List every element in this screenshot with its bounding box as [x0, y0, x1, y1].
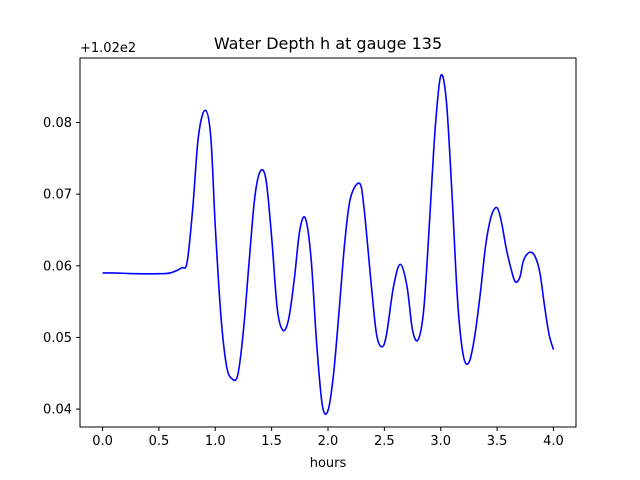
series-line-0 [102, 74, 555, 415]
y-tick-label: 0.07 [43, 188, 72, 203]
plot-area: 0.0 0.5 1.0 1.5 2.0 2.5 3.0 3.5 4.0 0.04 0.05 0.06 0… [43, 57, 577, 449]
x-tick-label: 1.0 [205, 434, 226, 449]
x-tick-label: 3.0 [430, 434, 451, 449]
chart-title: Water Depth h at gauge 135 [214, 34, 442, 53]
x-tick-label: 0.5 [149, 434, 170, 449]
x-tick-label: 1.5 [261, 434, 282, 449]
x-axis-label: hours [310, 456, 347, 471]
x-tick-label: 3.5 [487, 434, 508, 449]
y-tick-label: 0.06 [43, 259, 72, 274]
y-offset-label: +1.02e2 [80, 41, 136, 56]
y-tick-label: 0.04 [43, 403, 72, 418]
y-tick-label: 0.08 [43, 116, 72, 131]
x-tick-label: 2.5 [374, 434, 395, 449]
x-tick-label: 2.0 [318, 434, 339, 449]
x-tick-label: 4.0 [543, 434, 564, 449]
x-tick-label: 0.0 [92, 434, 113, 449]
y-tick-label: 0.05 [43, 331, 72, 346]
